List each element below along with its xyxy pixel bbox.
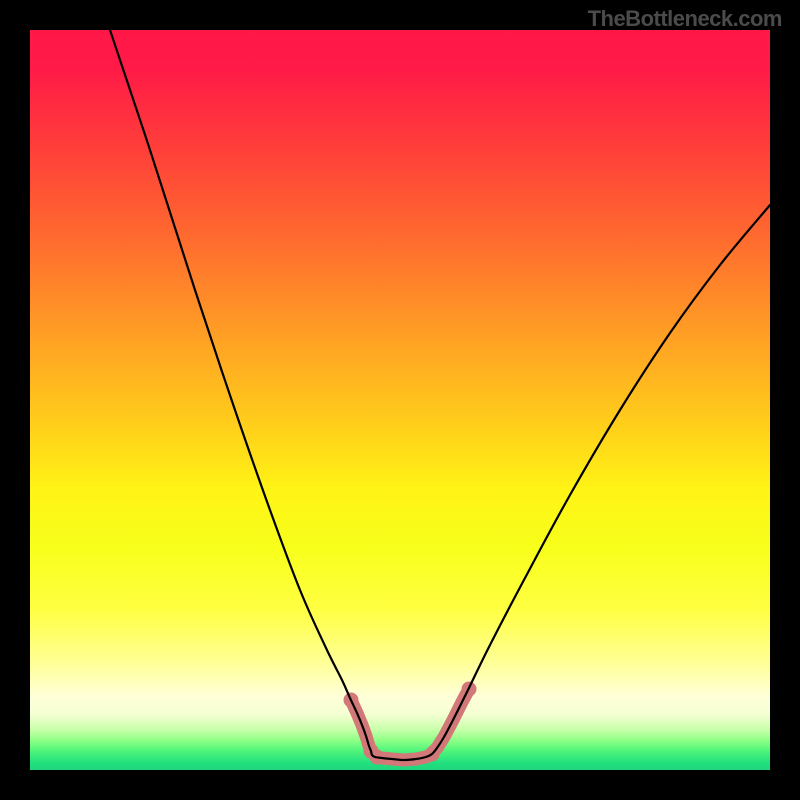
plot-svg [30, 30, 770, 770]
bottleneck-curve [110, 30, 770, 760]
watermark-text: TheBottleneck.com [588, 6, 782, 32]
chart-frame: TheBottleneck.com [0, 0, 800, 800]
plot-area [30, 30, 770, 770]
